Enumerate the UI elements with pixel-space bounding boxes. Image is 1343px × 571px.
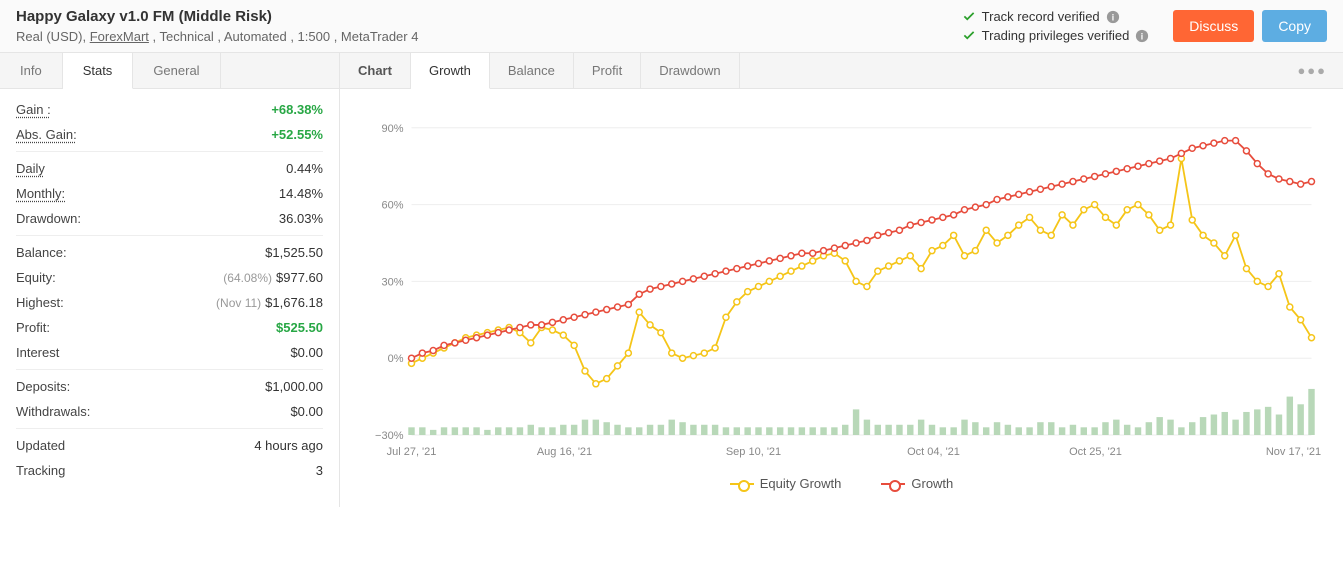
svg-text:0%: 0% [388, 353, 404, 365]
stat-deposits-label: Deposits: [16, 379, 70, 394]
stat-daily-label: Daily [16, 161, 45, 176]
svg-text:60%: 60% [381, 200, 403, 212]
tab-info[interactable]: Info [0, 53, 63, 88]
stat-equity-muted: (64.08%) [223, 271, 272, 285]
svg-text:Jul 27, '21: Jul 27, '21 [387, 446, 437, 458]
stat-tracking-label: Tracking [16, 463, 65, 478]
stat-highest-amount: $1,676.18 [265, 295, 323, 310]
stat-monthly-value: 14.48% [279, 186, 323, 201]
stat-equity-value: (64.08%) $977.60 [223, 270, 323, 285]
stat-equity-label: Equity: [16, 270, 56, 285]
stat-withdrawals-value: $0.00 [290, 404, 323, 419]
stat-profit-value: $525.50 [276, 320, 323, 335]
subtitle-prefix: Real (USD), [16, 29, 90, 44]
chart-tab-growth[interactable]: Growth [411, 53, 490, 89]
stat-interest-value: $0.00 [290, 345, 323, 360]
legend-growth[interactable]: Growth [881, 476, 953, 491]
page-title: Happy Galaxy v1.0 FM (Middle Risk) [16, 8, 938, 25]
stat-drawdown-label: Drawdown: [16, 211, 81, 226]
stat-withdrawals-label: Withdrawals: [16, 404, 90, 419]
stat-gain-label: Gain : [16, 102, 51, 117]
stat-highest-value: (Nov 11) $1,676.18 [216, 295, 323, 310]
growth-chart: −30% 0% 30% 60% 90% Jul 27, '21 Aug 16, '21 Sep… [356, 105, 1327, 465]
tab-general[interactable]: General [133, 53, 220, 88]
discuss-button[interactable]: Discuss [1173, 10, 1254, 42]
chart-tab-chart[interactable]: Chart [340, 53, 411, 88]
chart-tabs: Chart Growth Balance Profit Drawdown ●●● [340, 53, 1343, 89]
svg-text:30%: 30% [381, 276, 403, 288]
stat-deposits-value: $1,000.00 [265, 379, 323, 394]
stat-interest-label: Interest [16, 345, 59, 360]
copy-button[interactable]: Copy [1262, 10, 1327, 42]
stat-gain-value: +68.38% [271, 102, 323, 117]
stat-daily-value: 0.44% [286, 161, 323, 176]
stat-profit-label: Profit: [16, 320, 50, 335]
stat-balance-label: Balance: [16, 245, 67, 260]
stat-highest-muted: (Nov 11) [216, 296, 261, 310]
stat-updated-label: Updated [16, 438, 65, 453]
stat-monthly-label: Monthly: [16, 186, 65, 201]
svg-text:i: i [1111, 12, 1113, 22]
verify-label: Track record verified [982, 9, 1100, 24]
legend-equity[interactable]: Equity Growth [730, 476, 842, 491]
stat-absgain-value: +52.55% [271, 127, 323, 142]
info-icon[interactable]: i [1106, 10, 1120, 24]
svg-text:Nov 17, '21: Nov 17, '21 [1266, 446, 1321, 458]
stat-balance-value: $1,525.50 [265, 245, 323, 260]
stat-updated-value: 4 hours ago [254, 438, 323, 453]
tab-stats[interactable]: Stats [63, 53, 134, 89]
svg-text:i: i [1141, 31, 1143, 41]
chart-tab-drawdown[interactable]: Drawdown [641, 53, 739, 88]
stat-tracking-value: 3 [316, 463, 323, 478]
svg-text:Aug 16, '21: Aug 16, '21 [537, 446, 592, 458]
verify-label: Trading privileges verified [982, 28, 1130, 43]
chart-legend: Equity Growth Growth [356, 476, 1327, 491]
stat-drawdown-value: 36.03% [279, 211, 323, 226]
chart-tab-balance[interactable]: Balance [490, 53, 574, 88]
chart-menu-icon[interactable]: ●●● [1281, 55, 1343, 86]
svg-text:Oct 25, '21: Oct 25, '21 [1069, 446, 1122, 458]
svg-text:90%: 90% [381, 123, 403, 135]
legend-growth-label: Growth [911, 476, 953, 491]
verify-track-record: Track record verified i [962, 9, 1150, 24]
page-subtitle: Real (USD), ForexMart , Technical , Auto… [16, 29, 938, 44]
verify-trading-privileges: Trading privileges verified i [962, 28, 1150, 43]
sidebar-tabs: Info Stats General [0, 53, 339, 89]
broker-link[interactable]: ForexMart [90, 29, 149, 44]
svg-text:Sep 10, '21: Sep 10, '21 [726, 446, 781, 458]
svg-text:−30%: −30% [375, 430, 404, 442]
subtitle-suffix: , Technical , Automated , 1:500 , MetaTr… [149, 29, 419, 44]
info-icon[interactable]: i [1135, 29, 1149, 43]
check-icon [962, 29, 976, 43]
chart-tab-profit[interactable]: Profit [574, 53, 641, 88]
check-icon [962, 10, 976, 24]
svg-text:Oct 04, '21: Oct 04, '21 [907, 446, 960, 458]
stat-absgain-label: Abs. Gain: [16, 127, 77, 142]
legend-equity-label: Equity Growth [760, 476, 842, 491]
stats-panel: Gain : +68.38% Abs. Gain: +52.55% Daily 0.4… [0, 89, 339, 491]
stat-equity-amount: $977.60 [276, 270, 323, 285]
stat-highest-label: Highest: [16, 295, 64, 310]
